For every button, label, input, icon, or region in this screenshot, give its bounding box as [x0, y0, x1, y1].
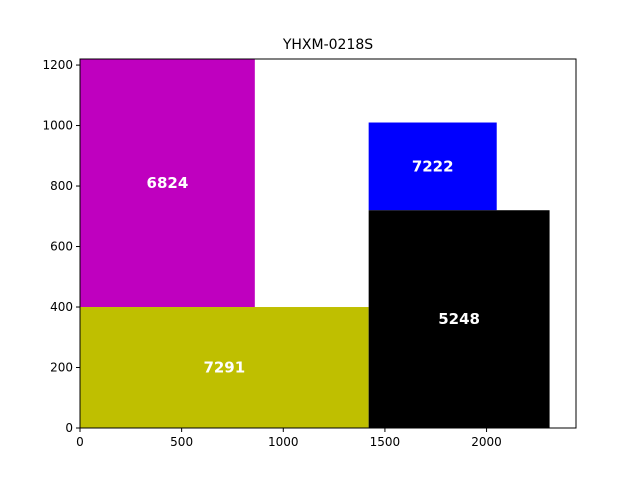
x-tick-label: 2000 [471, 435, 502, 449]
y-axis: 0 200 400 600 800 1000 1200 [42, 58, 80, 435]
y-tick-label: 1200 [42, 58, 73, 72]
treemap-rect-6824 [80, 59, 255, 308]
y-tick-label: 800 [50, 179, 73, 193]
rect-label-7222: 7222 [412, 157, 454, 175]
treemap-rect-7222 [368, 122, 497, 211]
x-tick-label: 500 [170, 435, 193, 449]
treemap-rect-7291 [80, 307, 369, 428]
y-tick-label: 0 [65, 421, 73, 435]
x-axis: 0 500 1000 1500 2000 [76, 428, 502, 449]
rect-label-5248: 5248 [438, 310, 480, 328]
rect-label-7291: 7291 [203, 359, 245, 377]
rects-layer [80, 59, 550, 428]
y-tick-label: 200 [50, 361, 73, 375]
y-tick-label: 1000 [42, 119, 73, 133]
rect-label-6824: 6824 [147, 174, 189, 192]
chart-title: YHXM-0218S [282, 37, 373, 53]
y-tick-label: 400 [50, 300, 73, 314]
plot-frame [79, 58, 577, 429]
y-tick-label: 600 [50, 240, 73, 254]
x-tick-label: 1000 [268, 435, 299, 449]
x-tick-label: 1500 [370, 435, 401, 449]
labels-layer: 6824 7291 7222 5248 [147, 157, 480, 376]
x-tick-label: 0 [76, 435, 84, 449]
treemap-rect-5248 [368, 210, 550, 428]
